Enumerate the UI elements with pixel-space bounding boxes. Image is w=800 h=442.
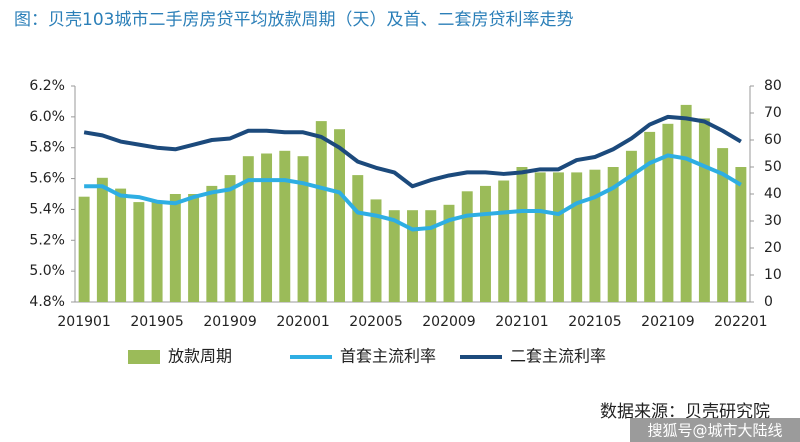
y-tick-label: 6.0% bbox=[29, 109, 65, 125]
bar bbox=[461, 191, 473, 302]
bar bbox=[188, 194, 200, 302]
y-tick-label: 5.6% bbox=[29, 171, 65, 187]
y2-tick-label: 10 bbox=[764, 267, 782, 283]
x-tick-label: 202005 bbox=[349, 314, 402, 330]
y-tick-label: 5.4% bbox=[29, 201, 65, 217]
bar bbox=[352, 175, 364, 302]
bar bbox=[407, 210, 418, 302]
x-tick-label: 201909 bbox=[203, 314, 256, 330]
y2-tick-label: 20 bbox=[764, 240, 782, 256]
x-tick-label: 202009 bbox=[422, 314, 475, 330]
bar bbox=[607, 167, 619, 302]
y2-tick-label: 50 bbox=[764, 159, 782, 175]
bar bbox=[717, 148, 729, 302]
bar bbox=[78, 196, 90, 302]
y-tick-label: 5.2% bbox=[29, 232, 65, 248]
bar bbox=[589, 169, 601, 302]
y2-tick-label: 80 bbox=[764, 78, 782, 94]
bar bbox=[662, 123, 674, 302]
bar bbox=[115, 188, 127, 302]
bar bbox=[571, 172, 583, 302]
y2-tick-label: 60 bbox=[764, 132, 782, 148]
bar bbox=[242, 156, 254, 302]
y-tick-label: 5.8% bbox=[29, 140, 65, 156]
bar bbox=[480, 185, 491, 302]
x-tick-label: 202201 bbox=[714, 314, 767, 330]
y-tick-label: 5.0% bbox=[29, 263, 65, 279]
legend-label: 二套主流利率 bbox=[510, 347, 606, 366]
x-tick-label: 201905 bbox=[130, 314, 183, 330]
bar bbox=[516, 167, 528, 302]
bar bbox=[388, 210, 400, 302]
legend-swatch bbox=[128, 350, 160, 364]
source-note: 数据来源：贝壳研究院 bbox=[600, 402, 770, 422]
x-tick-label: 202101 bbox=[495, 314, 548, 330]
bar bbox=[133, 202, 145, 302]
y-tick-label: 4.8% bbox=[29, 294, 65, 310]
bar bbox=[206, 185, 218, 302]
y2-tick-label: 0 bbox=[764, 294, 773, 310]
bar bbox=[297, 156, 309, 302]
watermark: 搜狐号@城市大陆线 bbox=[647, 422, 782, 440]
y-tick-label: 6.2% bbox=[29, 78, 65, 94]
bar bbox=[224, 175, 236, 302]
bar bbox=[552, 172, 564, 302]
bar bbox=[498, 180, 510, 302]
bar bbox=[425, 210, 437, 302]
bar bbox=[534, 172, 546, 302]
x-tick-label: 202109 bbox=[641, 314, 694, 330]
legend-label: 放款周期 bbox=[168, 347, 232, 366]
bar bbox=[644, 131, 656, 302]
legend-label: 首套主流利率 bbox=[340, 347, 436, 366]
bar bbox=[625, 150, 637, 302]
chart-title: 图：贝壳103城市二手房房贷平均放款周期（天）及首、二套房贷利率走势 bbox=[14, 10, 573, 30]
bar bbox=[151, 202, 163, 302]
x-tick-label: 202001 bbox=[276, 314, 329, 330]
bar bbox=[169, 194, 181, 302]
bar bbox=[279, 150, 291, 302]
y2-tick-label: 40 bbox=[764, 186, 782, 202]
line bbox=[84, 153, 742, 232]
bar bbox=[735, 167, 747, 302]
bar bbox=[96, 177, 108, 302]
x-tick-label: 201901 bbox=[57, 314, 110, 330]
line bbox=[83, 114, 742, 189]
bar bbox=[315, 121, 327, 302]
bar bbox=[698, 118, 710, 303]
bar bbox=[370, 199, 382, 302]
bar bbox=[680, 104, 692, 303]
watermark-bg bbox=[630, 418, 800, 442]
y2-tick-label: 70 bbox=[764, 105, 782, 121]
y2-tick-label: 30 bbox=[764, 213, 782, 229]
x-tick-label: 202105 bbox=[568, 314, 621, 330]
bar bbox=[334, 129, 345, 302]
bar bbox=[261, 153, 273, 302]
bar bbox=[443, 204, 455, 302]
